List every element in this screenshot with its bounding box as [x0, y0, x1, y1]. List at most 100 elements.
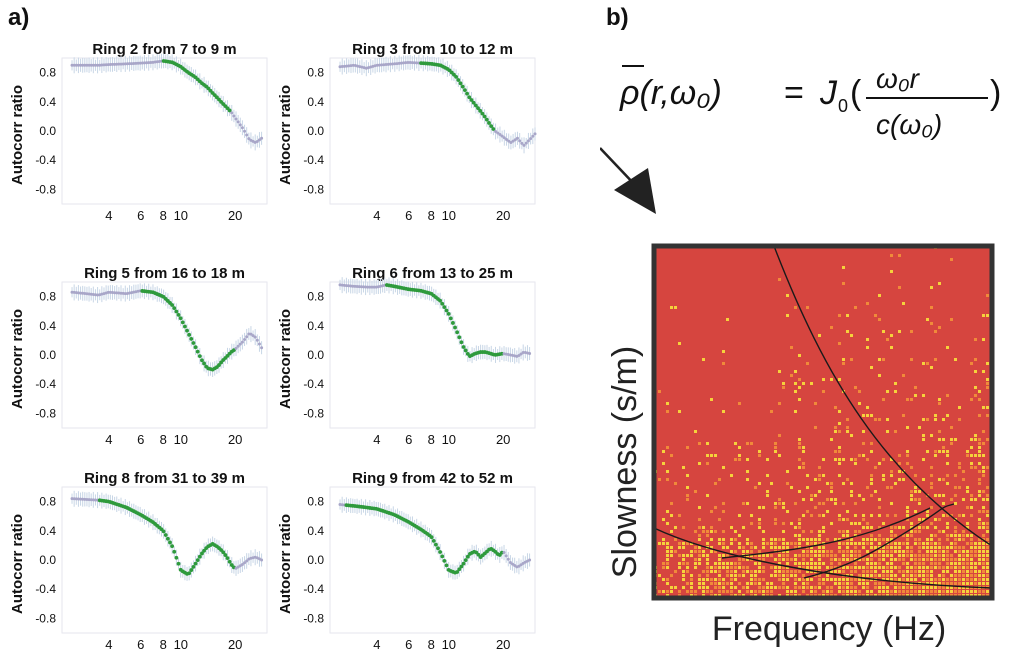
- heat-cell: [894, 590, 897, 593]
- heat-cell: [854, 458, 857, 461]
- selected-data-point: [172, 306, 177, 311]
- heat-cell: [898, 470, 901, 473]
- heat-cell: [870, 442, 873, 445]
- heat-cell: [770, 590, 773, 593]
- heat-cell: [898, 558, 901, 561]
- heat-cell: [670, 590, 673, 593]
- heat-cell: [958, 462, 961, 465]
- heat-cell: [854, 578, 857, 581]
- heat-cell: [934, 582, 937, 585]
- heat-cell: [898, 478, 901, 481]
- heat-cell: [794, 390, 797, 393]
- selected-data-point: [487, 121, 491, 125]
- heat-cell: [718, 574, 721, 577]
- heat-cell: [890, 458, 893, 461]
- data-point: [245, 559, 249, 563]
- y-axis-label: Autocorr ratio: [9, 514, 26, 614]
- heat-cell: [866, 574, 869, 577]
- heat-cell: [986, 570, 989, 573]
- heat-cell: [738, 566, 741, 569]
- y-tick-label: 0.8: [307, 290, 324, 304]
- heat-cell: [902, 542, 905, 545]
- heat-cell: [762, 566, 765, 569]
- heat-cell: [774, 522, 777, 525]
- heat-cell: [730, 526, 733, 529]
- heat-cell: [906, 454, 909, 457]
- selected-data-point: [163, 533, 168, 537]
- heat-cell: [986, 522, 989, 525]
- selected-data-point: [193, 561, 198, 566]
- heat-cell: [826, 586, 829, 589]
- heat-cell: [714, 550, 717, 553]
- heat-cell: [818, 542, 821, 545]
- heat-cell: [930, 538, 933, 541]
- selected-data-point: [448, 316, 453, 321]
- heat-cell: [950, 558, 953, 561]
- heat-cell: [966, 450, 969, 453]
- heat-cell: [722, 362, 725, 365]
- heat-cell: [726, 546, 729, 549]
- heat-cell: [986, 486, 989, 489]
- data-point: [93, 498, 97, 502]
- heat-cell: [794, 578, 797, 581]
- heat-cell: [730, 586, 733, 589]
- heat-cell: [854, 514, 857, 517]
- heat-cell: [918, 426, 921, 429]
- heat-cell: [750, 542, 753, 545]
- heat-cell: [718, 562, 721, 565]
- heat-cell: [978, 562, 981, 565]
- heat-cell: [746, 590, 749, 593]
- data-point: [251, 334, 255, 338]
- heat-cell: [938, 582, 941, 585]
- x-tick-label: 8: [428, 208, 435, 223]
- heat-cell: [830, 326, 833, 329]
- heat-cell: [954, 574, 957, 577]
- heat-cell: [922, 586, 925, 589]
- data-point: [366, 285, 370, 289]
- heat-cell: [690, 590, 693, 593]
- heat-cell: [794, 570, 797, 573]
- data-point: [399, 61, 403, 65]
- heat-cell: [798, 442, 801, 445]
- heat-cell: [850, 494, 853, 497]
- heat-cell: [878, 562, 881, 565]
- heat-cell: [970, 362, 973, 365]
- heat-cell: [970, 454, 973, 457]
- heat-cell: [922, 566, 925, 569]
- heat-cell: [838, 422, 841, 425]
- heat-cell: [798, 378, 801, 381]
- heat-cell: [782, 538, 785, 541]
- heat-cell: [958, 406, 961, 409]
- heat-cell: [702, 582, 705, 585]
- heat-cell: [854, 542, 857, 545]
- heat-cell: [986, 378, 989, 381]
- heat-cell: [918, 586, 921, 589]
- y-tick-label: 0.4: [307, 95, 324, 109]
- heat-cell: [658, 542, 661, 545]
- heat-cell: [930, 570, 933, 573]
- heat-cell: [850, 542, 853, 545]
- heat-cell: [794, 382, 797, 385]
- heat-cell: [966, 490, 969, 493]
- heat-cell: [750, 574, 753, 577]
- heat-cell: [702, 550, 705, 553]
- heat-cell: [706, 494, 709, 497]
- heat-cell: [830, 498, 833, 501]
- data-point: [140, 61, 144, 65]
- heat-cell: [902, 550, 905, 553]
- heat-cell: [698, 554, 701, 557]
- heat-cell: [830, 482, 833, 485]
- heat-cell: [958, 578, 961, 581]
- data-point: [232, 114, 236, 118]
- heat-cell: [882, 586, 885, 589]
- heat-cell: [826, 554, 829, 557]
- heat-cell: [930, 306, 933, 309]
- heat-cell: [870, 538, 873, 541]
- data-point: [526, 139, 530, 143]
- heat-cell: [846, 546, 849, 549]
- heat-cell: [938, 546, 941, 549]
- heat-cell: [918, 562, 921, 565]
- heat-cell: [858, 494, 861, 497]
- heat-cell: [890, 550, 893, 553]
